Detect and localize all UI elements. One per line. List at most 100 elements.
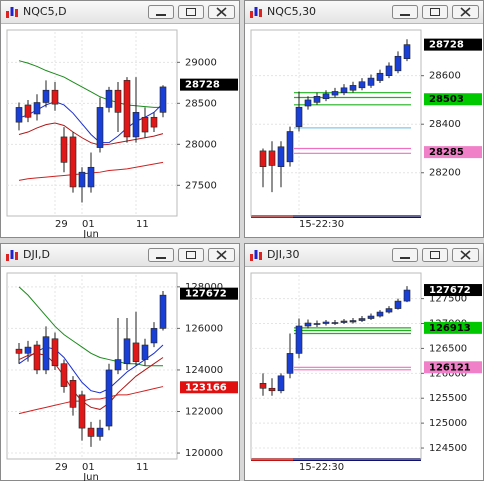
y-tick-label: 28500 [185,98,217,109]
price-label-box [180,78,238,91]
minimize-button[interactable] [392,248,418,262]
close-button[interactable] [208,248,235,262]
candle-body [105,369,113,427]
y-tick-label: 127500 [429,294,467,305]
candle-body [304,322,312,327]
candle-body [87,166,95,188]
candle-body [349,85,357,91]
candle-body [159,86,167,113]
candle-body [150,328,158,344]
candle-body [331,91,339,96]
price-label: 126913 [429,323,471,334]
minimize-button[interactable] [148,5,174,19]
candle-body [259,382,267,389]
price-label-box [180,287,238,300]
plot-frame [250,29,422,217]
window-buttons [392,248,479,262]
close-button[interactable] [452,5,479,19]
candle-body [295,325,303,354]
y-tick-label: 124500 [429,443,467,454]
candle-body [295,106,303,127]
x-tick-label: 15-22:30 [299,219,344,230]
chart: 1245001250001255001260001265001270001275… [250,272,482,473]
chart: 28200 28400 28600 15-22:30 28728 28503 28285 [250,29,482,230]
candle-body [322,93,330,100]
price-label-box [180,381,238,394]
window-buttons [148,5,235,19]
close-button[interactable] [452,248,479,262]
candle-body [69,380,77,408]
price-label: 126121 [429,362,471,373]
y-tick-label: 125000 [429,418,467,429]
price-label-box [424,284,482,297]
moving-average [18,101,164,144]
chart-window: DJI,301245001250001255001260001265001270… [244,243,484,481]
y-tick-label: 28600 [429,71,461,82]
price-label-box [424,93,482,106]
y-tick-label: 126000 [429,368,467,379]
price-label-box [424,321,482,334]
chart-icon [250,7,262,18]
title-bar: NQC5,30 [245,1,483,24]
y-tick-label: 126000 [185,323,223,334]
candle-body [42,89,50,103]
candle-body [340,87,348,93]
x-tick-label: 29 [55,462,68,473]
candle-body [376,311,384,317]
candle-body [394,300,402,309]
candle-body [286,353,294,374]
candle-body [403,44,411,59]
chart-icon [6,250,18,261]
x-period-label: Jun [82,472,99,481]
candle-body [259,150,267,167]
candle-body [24,104,32,118]
chart: 120000 122000 124000 126000 128000 29 01 11 Jun 1… [6,272,238,481]
price-label: 28728 [185,80,220,91]
price-label: 127672 [429,285,471,296]
close-button[interactable] [208,5,235,19]
window-buttons [392,5,479,19]
price-label: 123166 [185,382,227,393]
window-buttons [148,248,235,262]
candle-body [268,150,276,166]
candle-body [277,375,285,392]
price-label-box [424,38,482,51]
candle-body [33,344,41,371]
y-tick-label: 128000 [185,282,223,293]
candle-body [268,387,276,392]
candle-body [313,323,321,325]
candle-body [105,89,113,108]
candle-body [69,136,77,188]
candle-body [60,136,68,163]
plot-frame [6,272,178,460]
price-label: 28503 [429,94,464,105]
candle-body [349,320,357,323]
candle-body [78,171,86,188]
minimize-button[interactable] [148,248,174,262]
title-bar: DJI,30 [245,244,483,267]
window-title: NQC5,D [23,5,67,18]
candle-body [33,102,41,115]
restore-button[interactable] [178,5,204,19]
y-tick-label: 126500 [429,343,467,354]
candle-body [78,394,86,429]
restore-button[interactable] [422,248,448,262]
candle-body [15,348,23,354]
candle-body [403,289,411,302]
x-tick-label: 11 [136,462,149,473]
minimize-button[interactable] [392,5,418,19]
restore-button[interactable] [178,248,204,262]
price-label: 28728 [429,40,464,51]
candle-body [132,342,140,362]
window-title: DJI,D [23,248,50,261]
candle-body [123,338,131,365]
restore-button[interactable] [422,5,448,19]
candle-body [15,107,23,123]
y-tick-label: 29000 [185,57,217,68]
candle-body [60,363,68,387]
candle-body [322,321,330,324]
candle-body [96,427,104,437]
y-tick-label: 122000 [185,407,223,418]
y-tick-label: 28200 [429,168,461,179]
